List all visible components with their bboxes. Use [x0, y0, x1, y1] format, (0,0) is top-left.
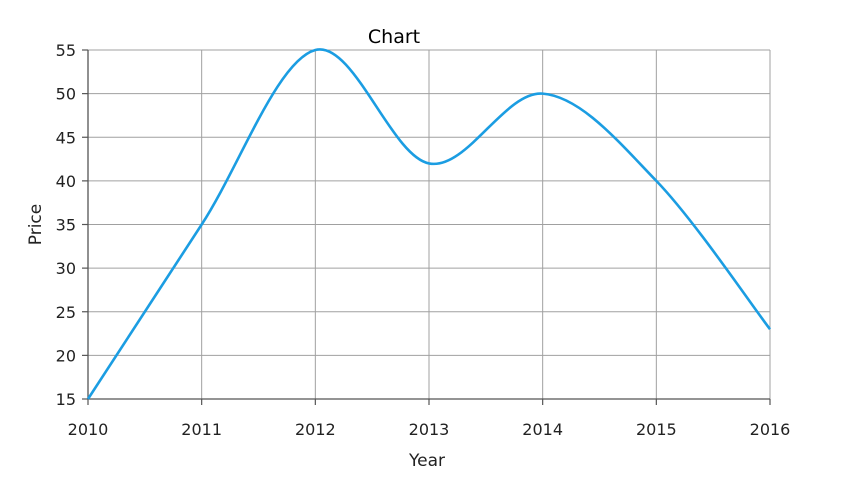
x-tick-label: 2012 — [295, 420, 336, 439]
series-group — [86, 48, 772, 400]
grid — [87, 49, 771, 400]
x-tick-label: 2013 — [409, 420, 450, 439]
x-tick-label: 2010 — [68, 420, 109, 439]
y-tick-label: 50 — [56, 85, 76, 104]
y-tick-label: 40 — [56, 172, 76, 191]
series-line-price — [86, 48, 772, 400]
x-tick-label: 2016 — [750, 420, 791, 439]
x-tick-label: 2015 — [636, 420, 677, 439]
y-tick-label: 30 — [56, 259, 76, 278]
chart-title: Chart — [368, 26, 420, 48]
y-tick-label: 55 — [56, 41, 76, 60]
y-axis-ticks: 15 20 25 30 35 40 45 50 55 — [56, 41, 88, 409]
x-tick-label: 2011 — [181, 420, 222, 439]
x-axis-title: Year — [408, 451, 445, 471]
x-axis-ticks: 2010 2011 2012 2013 2014 2015 2016 — [68, 399, 791, 439]
y-tick-label: 45 — [56, 128, 76, 147]
y-tick-label: 35 — [56, 216, 76, 235]
y-tick-label: 25 — [56, 303, 76, 322]
y-axis-title: Price — [26, 204, 46, 245]
y-tick-label: 20 — [56, 346, 76, 365]
x-tick-label: 2014 — [522, 420, 563, 439]
y-tick-label: 15 — [56, 390, 76, 409]
